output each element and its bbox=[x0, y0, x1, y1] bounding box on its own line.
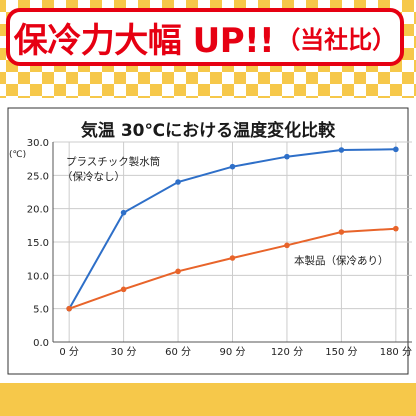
data-point bbox=[338, 229, 345, 235]
header-banner: 保冷力大幅 UP!! （当社比） bbox=[0, 0, 416, 98]
data-point bbox=[120, 286, 127, 293]
y-tick-label: 25.0 bbox=[27, 171, 49, 182]
x-tick-label: 120 分 bbox=[271, 346, 303, 358]
data-point bbox=[120, 209, 127, 216]
y-tick-label: 30.0 bbox=[27, 138, 49, 149]
chart-frame bbox=[7, 107, 409, 375]
data-point bbox=[175, 268, 181, 275]
data-point bbox=[229, 255, 236, 261]
series-label-plastic-note: （保冷なし） bbox=[62, 170, 125, 183]
x-tick-label: 0 分 bbox=[59, 346, 79, 358]
x-tick-label: 60 分 bbox=[165, 346, 191, 358]
headline-suffix: （当社比） bbox=[276, 25, 397, 54]
series-label-product: 本製品（保冷あり） bbox=[294, 254, 389, 267]
y-tick-label: 20.0 bbox=[27, 205, 49, 216]
series-label-plastic: プラスチック製水筒 bbox=[66, 155, 160, 168]
data-point bbox=[338, 147, 345, 153]
chart-title: 気温 30℃における温度変化比較 bbox=[80, 121, 336, 141]
data-point bbox=[175, 179, 181, 185]
y-unit-label: (℃) bbox=[9, 150, 26, 160]
y-tick-label: 10.0 bbox=[27, 271, 49, 282]
x-tick-label: 30 分 bbox=[111, 346, 137, 358]
headline-text: 保冷力大幅 UP!! bbox=[13, 20, 275, 61]
headline-box: 保冷力大幅 UP!! （当社比） bbox=[6, 8, 404, 66]
y-tick-label: 15.0 bbox=[27, 238, 49, 249]
data-point bbox=[393, 146, 399, 153]
data-point bbox=[66, 305, 72, 312]
y-tick-label: 5.0 bbox=[33, 305, 49, 316]
x-tick-label: 150 分 bbox=[325, 346, 357, 358]
footer-band bbox=[0, 383, 416, 416]
x-tick-label: 90 分 bbox=[220, 346, 246, 358]
y-tick-label: 0.0 bbox=[33, 338, 49, 349]
line-chart: 0.0 5.0 10.0 15.0 20.0 25.0 30.0(℃) 0 分 30 分 60 分… bbox=[7, 107, 412, 375]
chart-panel: 0.0 5.0 10.0 15.0 20.0 25.0 30.0 (℃) 0 分 30 分 60 分… bbox=[0, 102, 416, 379]
data-point bbox=[229, 163, 236, 170]
data-point bbox=[393, 225, 399, 232]
data-point bbox=[284, 153, 290, 160]
x-tick-label: 180 分 bbox=[380, 346, 412, 358]
data-point bbox=[284, 242, 290, 249]
